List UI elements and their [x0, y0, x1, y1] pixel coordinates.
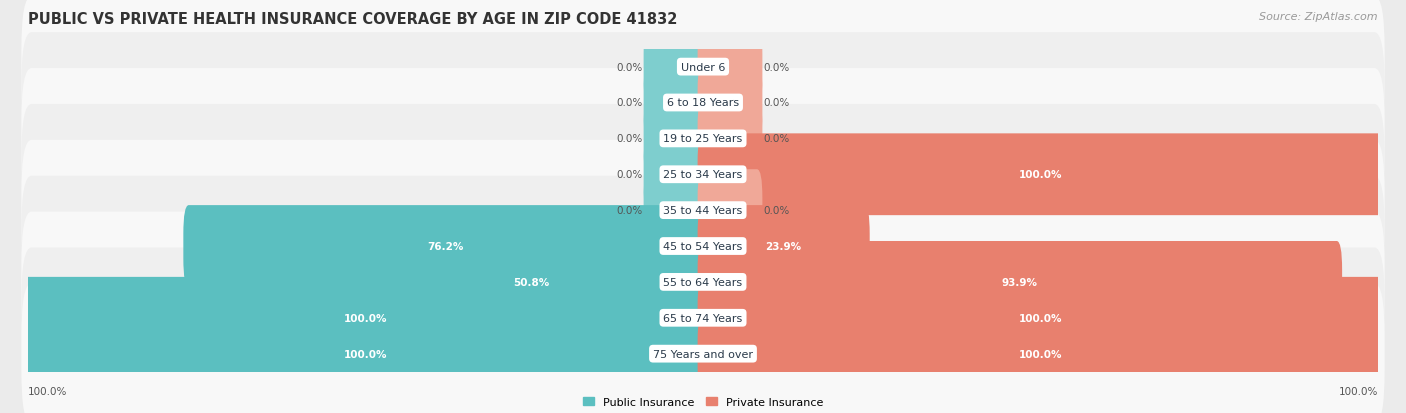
Text: PUBLIC VS PRIVATE HEALTH INSURANCE COVERAGE BY AGE IN ZIP CODE 41832: PUBLIC VS PRIVATE HEALTH INSURANCE COVER…: [28, 12, 678, 27]
FancyBboxPatch shape: [644, 134, 709, 216]
Text: 19 to 25 Years: 19 to 25 Years: [664, 134, 742, 144]
Text: 65 to 74 Years: 65 to 74 Years: [664, 313, 742, 323]
Text: 6 to 18 Years: 6 to 18 Years: [666, 98, 740, 108]
Text: Source: ZipAtlas.com: Source: ZipAtlas.com: [1260, 12, 1378, 22]
FancyBboxPatch shape: [697, 134, 1384, 216]
FancyBboxPatch shape: [697, 206, 870, 287]
Text: 55 to 64 Years: 55 to 64 Years: [664, 277, 742, 287]
FancyBboxPatch shape: [644, 62, 709, 144]
FancyBboxPatch shape: [354, 242, 709, 323]
FancyBboxPatch shape: [21, 212, 1385, 352]
FancyBboxPatch shape: [697, 62, 762, 144]
Text: 93.9%: 93.9%: [1002, 277, 1038, 287]
Text: 23.9%: 23.9%: [766, 242, 801, 252]
Text: 100.0%: 100.0%: [1019, 349, 1062, 359]
Text: 100.0%: 100.0%: [1339, 387, 1378, 396]
FancyBboxPatch shape: [21, 140, 1385, 281]
Text: 100.0%: 100.0%: [28, 387, 67, 396]
Text: 0.0%: 0.0%: [616, 206, 643, 216]
Legend: Public Insurance, Private Insurance: Public Insurance, Private Insurance: [579, 392, 827, 411]
FancyBboxPatch shape: [644, 98, 709, 180]
Text: Under 6: Under 6: [681, 62, 725, 72]
FancyBboxPatch shape: [697, 277, 1384, 359]
FancyBboxPatch shape: [22, 313, 709, 394]
Text: 50.8%: 50.8%: [513, 277, 550, 287]
Text: 100.0%: 100.0%: [344, 313, 387, 323]
FancyBboxPatch shape: [21, 104, 1385, 245]
FancyBboxPatch shape: [21, 248, 1385, 388]
Text: 100.0%: 100.0%: [344, 349, 387, 359]
Text: 0.0%: 0.0%: [763, 206, 790, 216]
Text: 76.2%: 76.2%: [427, 242, 464, 252]
Text: 0.0%: 0.0%: [616, 134, 643, 144]
Text: 35 to 44 Years: 35 to 44 Years: [664, 206, 742, 216]
FancyBboxPatch shape: [644, 27, 709, 108]
Text: 0.0%: 0.0%: [763, 62, 790, 72]
Text: 0.0%: 0.0%: [616, 62, 643, 72]
FancyBboxPatch shape: [644, 170, 709, 252]
Text: 0.0%: 0.0%: [763, 134, 790, 144]
Text: 0.0%: 0.0%: [616, 170, 643, 180]
FancyBboxPatch shape: [21, 284, 1385, 413]
Text: 100.0%: 100.0%: [1019, 313, 1062, 323]
FancyBboxPatch shape: [21, 33, 1385, 173]
FancyBboxPatch shape: [697, 242, 1343, 323]
Text: 45 to 54 Years: 45 to 54 Years: [664, 242, 742, 252]
FancyBboxPatch shape: [21, 0, 1385, 138]
FancyBboxPatch shape: [697, 27, 762, 108]
FancyBboxPatch shape: [22, 277, 709, 359]
FancyBboxPatch shape: [697, 313, 1384, 394]
Text: 75 Years and over: 75 Years and over: [652, 349, 754, 359]
Text: 0.0%: 0.0%: [616, 98, 643, 108]
Text: 100.0%: 100.0%: [1019, 170, 1062, 180]
FancyBboxPatch shape: [21, 69, 1385, 209]
FancyBboxPatch shape: [697, 98, 762, 180]
FancyBboxPatch shape: [697, 170, 762, 252]
FancyBboxPatch shape: [183, 206, 709, 287]
FancyBboxPatch shape: [21, 176, 1385, 317]
Text: 0.0%: 0.0%: [763, 98, 790, 108]
Text: 25 to 34 Years: 25 to 34 Years: [664, 170, 742, 180]
